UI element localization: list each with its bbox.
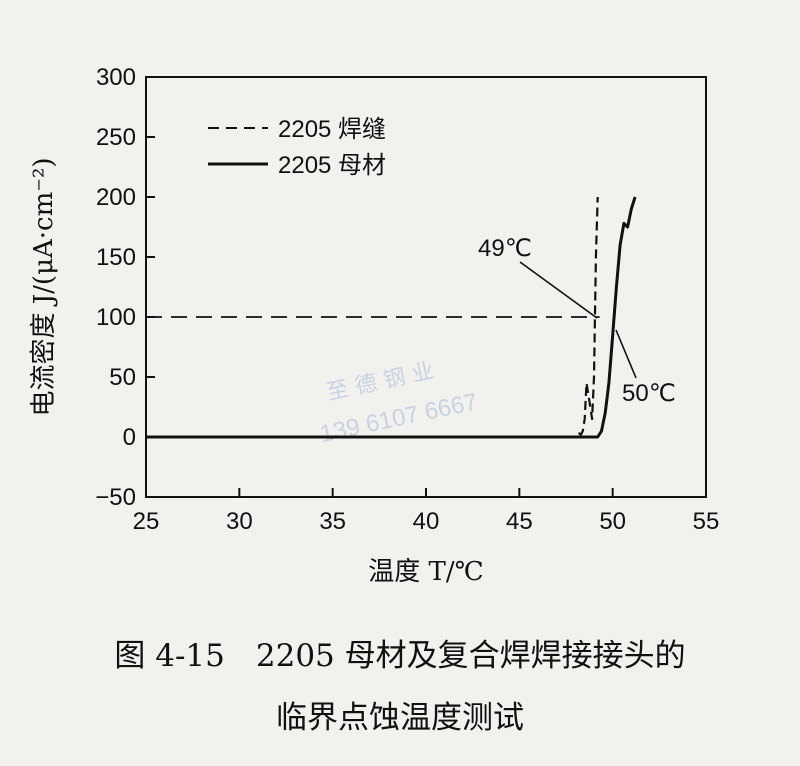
legend: 2205 焊缝 2205 母材 bbox=[208, 116, 386, 179]
plot-frame bbox=[145, 76, 707, 498]
y-tick-label: 100 bbox=[96, 304, 136, 331]
annotations: 49℃ 50℃ bbox=[478, 235, 676, 407]
figure-caption-line1: 图 4-15 2205 母材及复合焊焊接接头的 bbox=[114, 638, 686, 674]
legend-label-weld: 2205 焊缝 bbox=[278, 116, 386, 143]
annotation-49c: 49℃ bbox=[478, 235, 532, 262]
y-tick-label: 50 bbox=[109, 364, 136, 391]
y-tick-label: 250 bbox=[96, 124, 136, 151]
y-tick-label: 150 bbox=[96, 244, 136, 271]
series-line-base bbox=[146, 196, 637, 439]
annotation-50c: 50℃ bbox=[622, 380, 676, 407]
y-tick-label: −50 bbox=[95, 484, 136, 511]
series-line-weld bbox=[146, 196, 599, 439]
y-tick-label: 200 bbox=[96, 184, 136, 211]
x-tick-label: 50 bbox=[599, 508, 626, 535]
y-tick-label: 0 bbox=[123, 424, 136, 451]
y-tick-label: 300 bbox=[96, 64, 136, 91]
x-tick-label: 30 bbox=[226, 508, 253, 535]
watermark: 至 德 钢 业 139 6107 6667 bbox=[318, 359, 480, 448]
figure-caption-line2: 临界点蚀温度测试 bbox=[276, 700, 524, 736]
x-tick-label: 55 bbox=[693, 508, 720, 535]
x-tick-label: 25 bbox=[133, 508, 160, 535]
legend-label-base: 2205 母材 bbox=[278, 152, 386, 179]
annotation-49c-leader bbox=[519, 261, 598, 319]
annotation-50c-leader bbox=[615, 329, 637, 379]
watermark-line1: 至 德 钢 业 bbox=[324, 359, 436, 406]
x-axis-title: 温度 T/℃ bbox=[368, 557, 483, 587]
x-tick-label: 40 bbox=[413, 508, 440, 535]
chart-svg: 至 德 钢 业 139 6107 6667 25 30 35 40 45 50 55 −50 0… bbox=[29, 64, 720, 587]
x-tick-label: 35 bbox=[319, 508, 346, 535]
x-tick-label: 45 bbox=[506, 508, 533, 535]
y-axis-title: 电流密度 J/(μA·cm⁻²) bbox=[29, 157, 59, 416]
